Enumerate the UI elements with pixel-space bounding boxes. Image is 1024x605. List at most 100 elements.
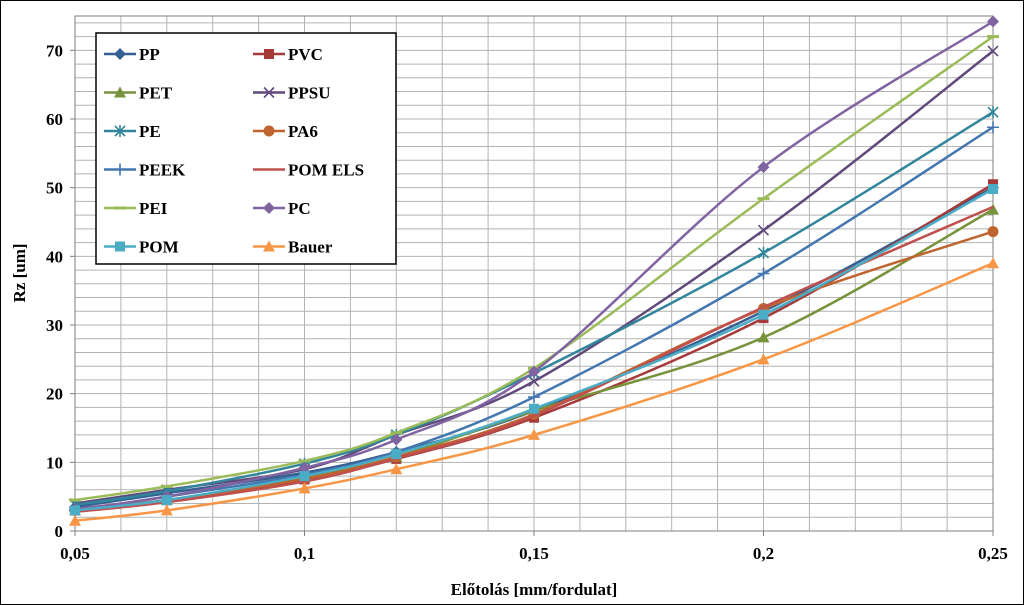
legend-label-pei: PEI — [139, 199, 168, 218]
legend-label-pa6: PA6 — [288, 122, 318, 141]
series-line-pei — [74, 35, 994, 502]
legend-label-pom: POM — [139, 238, 179, 257]
legend-item-ppsu: PPSU — [253, 84, 331, 103]
legend-item-pom-els: POM ELS — [253, 161, 364, 180]
data-point-pei — [298, 459, 311, 463]
legend-label-pet: PET — [139, 84, 173, 103]
data-point-pom — [299, 471, 310, 482]
data-point-bauer — [757, 353, 770, 365]
y-tick-label: 50 — [46, 179, 63, 198]
legend-item-pvc: PVC — [253, 45, 323, 64]
data-point-bauer — [69, 514, 81, 526]
legend: PP PVC PET PPSU PE PA6 PEEK POM ELS PEI PC POM Baue… — [95, 32, 397, 265]
data-point-pc — [528, 365, 540, 378]
y-tick-label: 20 — [46, 385, 63, 404]
legend-item-pp: PP — [104, 45, 160, 64]
x-tick-label: 0,15 — [519, 544, 549, 563]
y-tick-label: 70 — [46, 41, 63, 60]
data-point-pc — [390, 433, 403, 446]
legend-label-bauer: Bauer — [288, 238, 333, 257]
series-group — [69, 15, 999, 526]
legend-marker-pvc — [264, 49, 274, 59]
data-point-ppsu — [987, 45, 999, 57]
legend-item-pe: PE — [104, 122, 161, 141]
y-tick-label: 10 — [46, 453, 63, 472]
legend-marker-pe — [114, 125, 126, 137]
y-axis-title: Rz [um] — [10, 243, 29, 302]
x-tick-label: 0,1 — [294, 544, 315, 563]
legend-box — [95, 32, 397, 265]
y-tick-label: 40 — [46, 247, 63, 266]
data-point-pom — [391, 449, 402, 460]
legend-item-peek: PEEK — [104, 161, 186, 180]
data-point-pc — [298, 461, 311, 474]
data-point-pom — [988, 184, 998, 195]
legend-item-pa6: PA6 — [253, 122, 318, 141]
series-line-pom — [74, 187, 994, 512]
data-point-peek — [757, 267, 770, 280]
data-point-pom — [70, 505, 80, 516]
data-point-ppsu — [757, 224, 770, 236]
data-point-bauer — [160, 504, 173, 516]
legend-marker-pei — [114, 206, 126, 210]
legend-label-pe: PE — [139, 122, 161, 141]
data-point-pei — [160, 484, 173, 488]
data-point-pet — [987, 203, 999, 215]
legend-label-peek: PEEK — [139, 161, 186, 180]
legend-label-pp: PP — [139, 45, 160, 64]
data-point-peek — [987, 121, 999, 134]
series-pom-els — [74, 205, 994, 514]
legend-item-pet: PET — [104, 84, 173, 103]
x-tick-label: 0,25 — [978, 544, 1008, 563]
data-point-pom — [529, 403, 539, 414]
data-point-pom — [161, 495, 172, 506]
data-point-pa6 — [987, 226, 999, 238]
data-point-bauer — [528, 428, 540, 440]
legend-label-pom-els: POM ELS — [288, 161, 364, 180]
legend-marker-pom — [115, 241, 125, 252]
y-tick-label: 30 — [46, 316, 63, 335]
legend-label-ppsu: PPSU — [288, 84, 331, 103]
legend-marker-pc — [263, 202, 275, 214]
data-point-pom — [758, 309, 769, 320]
legend-item-bauer: Bauer — [253, 238, 333, 257]
data-point-ppsu — [528, 375, 540, 387]
x-axis-title: Előtolás [mm/fordulat] — [451, 580, 618, 599]
data-point-pei — [757, 197, 770, 201]
data-point-bauer — [390, 463, 403, 475]
data-point-pei — [390, 431, 403, 435]
series-line-pc — [74, 20, 994, 511]
data-point-pc — [987, 15, 999, 28]
legend-item-pom: POM — [104, 238, 179, 257]
axes: 0 10 20 30 40 50 60 70 0,05 0,1 0,15 0,2 0,25 — [46, 16, 1008, 563]
data-point-pet — [757, 331, 770, 343]
series-line-bauer — [74, 262, 994, 522]
data-point-bauer — [987, 257, 999, 269]
legend-marker-ppsu — [263, 86, 275, 99]
x-tick-label: 0,05 — [60, 544, 90, 563]
legend-marker-pp — [114, 48, 126, 60]
legend-item-pc: PC — [253, 199, 311, 218]
y-tick-label: 0 — [55, 522, 64, 541]
data-point-pe — [757, 246, 770, 259]
data-point-pc — [757, 161, 770, 174]
y-tick-label: 60 — [46, 110, 63, 129]
legend-marker-bauer — [263, 240, 275, 252]
series-pom — [70, 184, 998, 516]
legend-label-pc: PC — [288, 199, 311, 218]
legend-marker-peek — [114, 163, 126, 176]
data-point-pei — [69, 498, 81, 502]
data-point-pei — [987, 35, 999, 39]
series-line-pom-els — [74, 205, 994, 514]
data-point-pe — [987, 106, 999, 119]
data-point-peek — [528, 391, 540, 404]
legend-marker-pa6 — [263, 125, 275, 137]
x-tick-label: 0,2 — [753, 544, 774, 563]
legend-item-pei: PEI — [104, 199, 168, 218]
data-point-bauer — [298, 482, 311, 494]
legend-marker-pet — [114, 86, 126, 98]
legend-label-pvc: PVC — [288, 45, 323, 64]
series-bauer — [69, 257, 999, 526]
